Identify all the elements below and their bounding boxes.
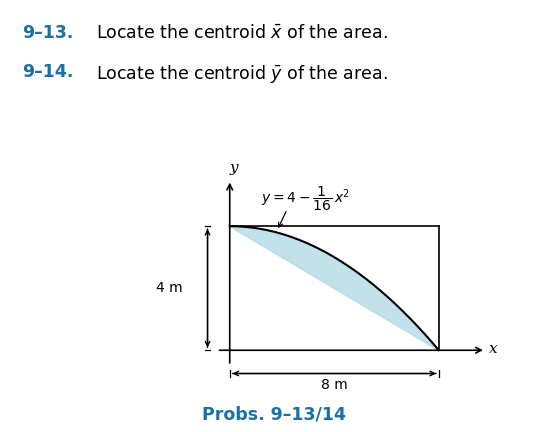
- Text: 9–14.: 9–14.: [22, 63, 73, 81]
- Text: x: x: [488, 342, 497, 356]
- Text: y: y: [230, 161, 238, 175]
- Polygon shape: [230, 226, 439, 350]
- Text: 9–13.: 9–13.: [22, 24, 73, 42]
- Text: Locate the centroid $\bar{y}$ of the area.: Locate the centroid $\bar{y}$ of the are…: [96, 63, 387, 85]
- Text: 4 m: 4 m: [156, 281, 182, 295]
- Text: 8 m: 8 m: [321, 378, 347, 392]
- Text: Locate the centroid $\bar{x}$ of the area.: Locate the centroid $\bar{x}$ of the are…: [96, 24, 387, 42]
- Text: $y = 4 - \dfrac{1}{16}\,x^2$: $y = 4 - \dfrac{1}{16}\,x^2$: [261, 184, 350, 213]
- Text: Probs. 9–13/14: Probs. 9–13/14: [202, 405, 346, 423]
